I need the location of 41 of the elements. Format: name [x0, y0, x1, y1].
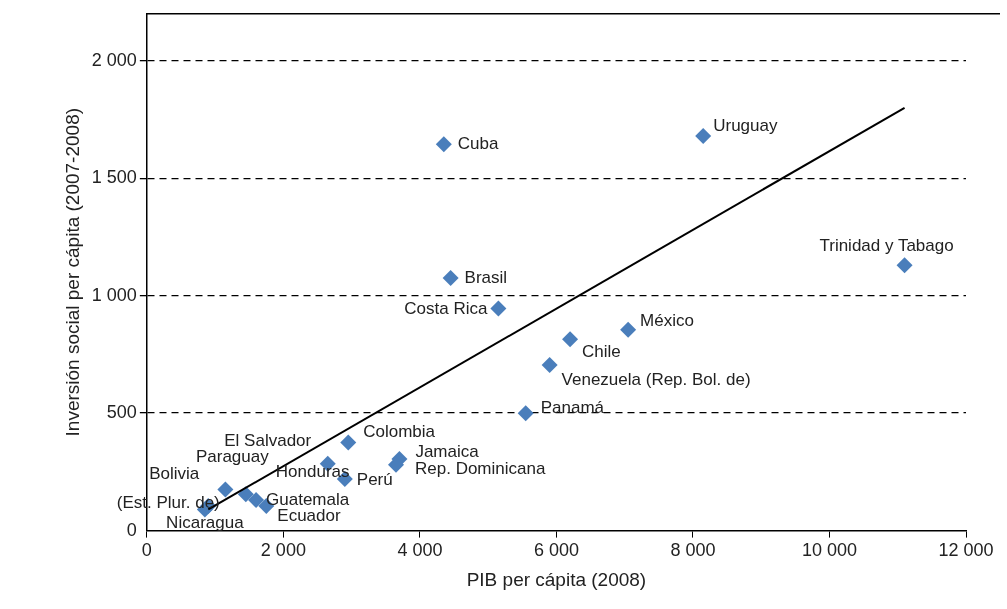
- point: [562, 331, 579, 348]
- x-axis-title: PIB per cápita (2008): [466, 568, 647, 590]
- point: [435, 136, 452, 153]
- y-tick-label: 0: [126, 519, 137, 540]
- point: [442, 270, 459, 287]
- x-tick-label: 0: [141, 540, 152, 561]
- x-tick-label: 12 000: [938, 540, 994, 561]
- point: [541, 356, 558, 373]
- data-label: Trinidad y Tabago: [819, 235, 954, 255]
- y-tick-label: 1 000: [91, 284, 137, 305]
- x-tick-label: 10 000: [801, 540, 858, 561]
- data-label: Uruguay: [713, 115, 778, 135]
- y-tick-label: 1 500: [91, 167, 137, 188]
- data-label: Honduras: [275, 461, 350, 481]
- point: [490, 300, 507, 317]
- point: [217, 481, 234, 498]
- data-label: Costa Rica: [404, 299, 488, 319]
- point: [620, 321, 637, 338]
- point: [517, 405, 534, 422]
- data-label: México: [640, 311, 694, 331]
- data-label: Jamaica: [415, 441, 480, 461]
- x-tick-label: 4 000: [397, 540, 443, 561]
- data-label: Chile: [582, 341, 621, 361]
- data-label: Brasil: [464, 267, 508, 287]
- point: [340, 434, 357, 451]
- data-label: Nicaragua: [166, 513, 245, 533]
- y-tick-label: 500: [106, 402, 137, 423]
- x-tick-label: 2 000: [260, 540, 306, 561]
- y-tick-label: 2 000: [91, 49, 137, 70]
- data-label: Venezuela (Rep. Bol. de): [561, 369, 751, 389]
- data-label: Perú: [356, 469, 393, 489]
- y-axis-title: Inversión social per cápita (2007-2008): [61, 107, 83, 437]
- data-label: Rep. Dominicana: [415, 458, 546, 478]
- point: [695, 127, 712, 144]
- data-label: Cuba: [457, 133, 499, 153]
- point: [896, 257, 913, 274]
- x-tick-label: 6 000: [533, 540, 579, 561]
- data-label: Colombia: [363, 422, 436, 442]
- point: [248, 492, 265, 509]
- data-label: Panamá: [540, 397, 605, 417]
- x-tick-label: 8 000: [670, 540, 716, 561]
